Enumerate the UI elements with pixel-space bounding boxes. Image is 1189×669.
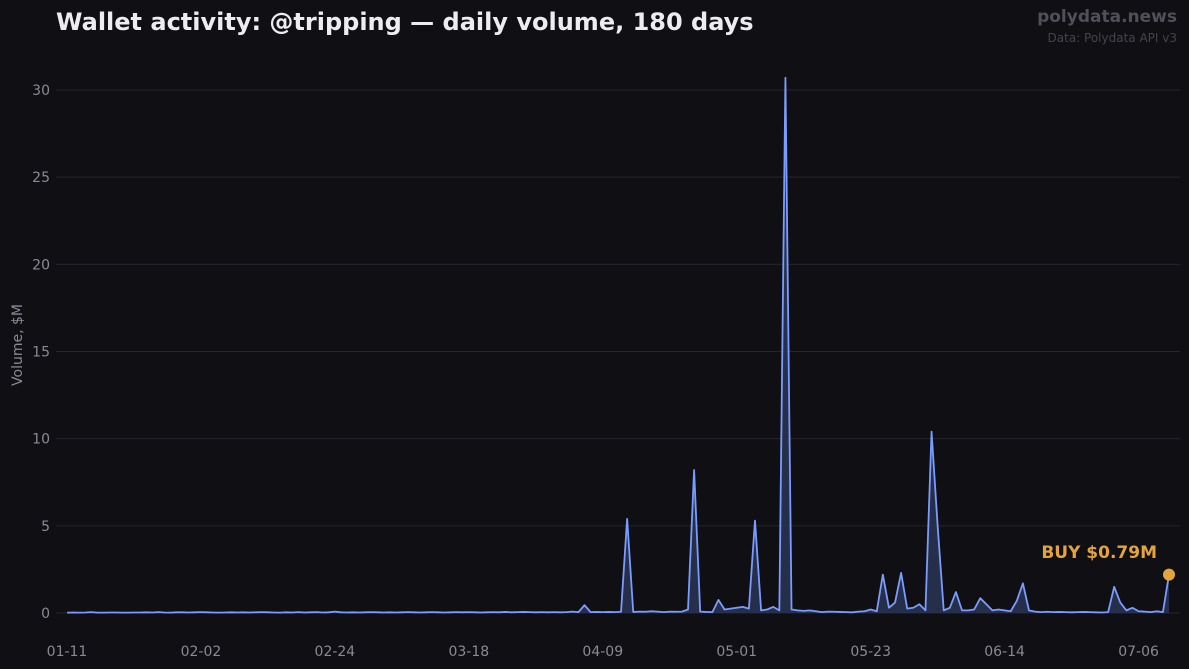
x-tick-label: 05-23 [850,644,891,660]
x-tick-label: 03-18 [448,644,489,660]
x-tick-label: 02-24 [315,644,356,660]
volume-area [67,77,1169,614]
x-tick-label: 01-11 [47,644,88,660]
grid-lines [56,89,1180,614]
y-tick-label: 15 [32,345,50,361]
y-tick-label: 5 [41,519,50,535]
x-tick-label: 04-09 [582,644,623,660]
y-tick-label: 30 [32,83,50,99]
y-axis-ticks: 0 5 10 15 20 25 30 [32,83,50,622]
brand-logo: polydata.news [1037,7,1177,27]
y-axis-label: Volume, $M [10,304,26,386]
y-tick-label: 20 [32,257,50,273]
y-tick-label: 0 [41,606,50,622]
x-tick-label: 06-14 [984,644,1025,660]
y-tick-label: 10 [32,432,50,448]
source-note: Data: Polydata API v3 [1047,31,1177,45]
x-axis-ticks: 01-11 02-02 02-24 03-18 04-09 05-01 05-23 06-14… [47,644,1159,660]
volume-line [66,76,1170,614]
buy-annotation: BUY $0.79M [1041,543,1157,563]
chart-title: Wallet activity: @tripping — daily volum… [56,8,754,36]
x-tick-label: 02-02 [181,644,222,660]
buy-marker [1163,568,1175,581]
y-tick-label: 25 [32,170,50,186]
x-tick-label: 07-06 [1118,644,1159,660]
x-tick-label: 05-01 [716,644,757,660]
